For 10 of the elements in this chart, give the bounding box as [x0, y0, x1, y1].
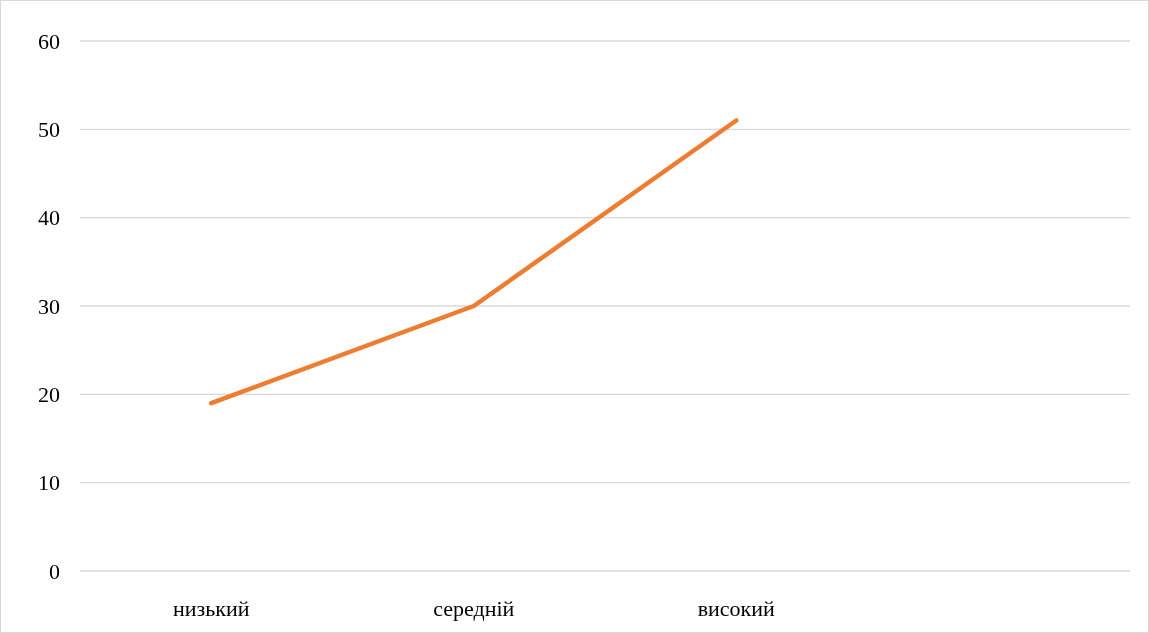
x-tick-label: високий — [697, 596, 776, 621]
y-tick-label: 10 — [38, 470, 60, 496]
y-tick-label: 30 — [38, 293, 60, 319]
x-tick-label: низький — [172, 596, 250, 621]
y-tick-label: 20 — [38, 382, 60, 408]
y-tick-label: 0 — [49, 558, 60, 584]
y-tick-label: 50 — [38, 117, 60, 143]
y-tick-label: 60 — [38, 28, 60, 54]
y-tick-label: 40 — [38, 205, 60, 231]
x-tick-label: середній — [433, 596, 515, 621]
